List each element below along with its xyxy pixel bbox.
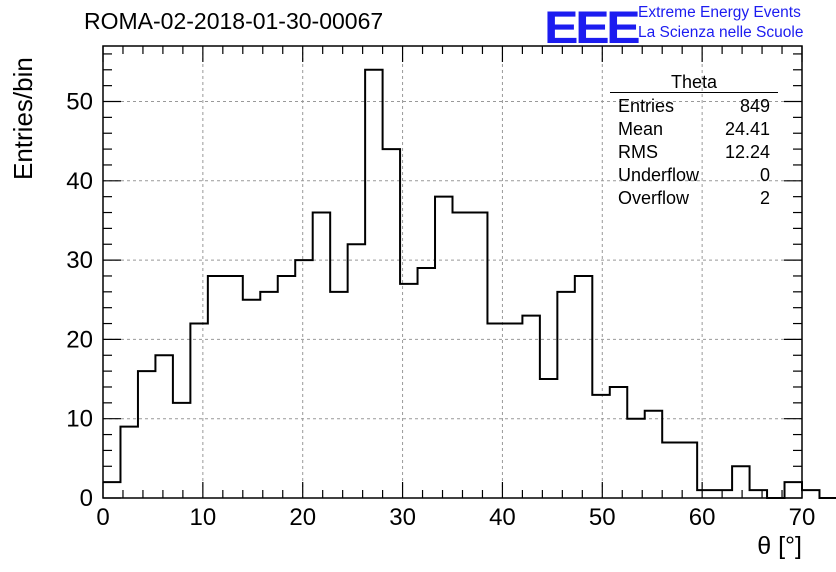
x-tick-label: 10 <box>190 504 217 531</box>
histogram-step-line <box>103 68 836 499</box>
grid-lines <box>103 46 802 498</box>
stats-row: RMS 12.24 <box>610 141 778 164</box>
y-tick-label: 50 <box>66 89 93 116</box>
stats-label: RMS <box>618 142 658 162</box>
stats-value: 849 <box>739 96 770 116</box>
eee-logo: EEE <box>544 2 641 53</box>
stats-label: Entries <box>618 96 675 116</box>
stats-label: Overflow <box>618 188 690 208</box>
stats-value: 24.41 <box>724 119 770 139</box>
y-tick-label: 10 <box>66 406 93 433</box>
x-tick-label: 0 <box>96 504 109 531</box>
stats-row: Mean 24.41 <box>610 118 778 141</box>
x-tick-label: 50 <box>589 504 616 531</box>
y-axis-label: Entries/bin <box>8 57 38 180</box>
logo-line-2: La Scienza nelle Scuole <box>638 24 804 41</box>
x-tick-label: 60 <box>689 504 716 531</box>
stats-value: 2 <box>759 188 770 208</box>
y-tick-label: 30 <box>66 247 93 274</box>
y-tick-label: 40 <box>66 168 93 195</box>
x-tick-label: 40 <box>489 504 516 531</box>
stats-row: Entries 849 <box>610 95 778 118</box>
stats-value: 12.24 <box>724 142 770 162</box>
logo-caption: Extreme Energy Events La Scienza nelle S… <box>638 3 803 43</box>
stats-label: Mean <box>618 119 664 139</box>
y-tick-label: 0 <box>80 485 93 512</box>
x-tick-label: 30 <box>389 504 416 531</box>
run-title: ROMA-02-2018-01-30-00067 <box>84 8 384 34</box>
plot-frame <box>102 45 803 499</box>
y-tick-label: 20 <box>66 326 93 353</box>
stats-label: Underflow <box>618 165 700 185</box>
x-axis-label: θ [°] <box>757 532 802 560</box>
x-tick-label: 70 <box>789 504 816 531</box>
x-tick-label: 20 <box>289 504 316 531</box>
stats-box: Theta Entries 849 Mean 24.41 RMS 12.24 Unde… <box>610 72 778 210</box>
stats-value: 0 <box>759 165 770 185</box>
stats-title: Theta <box>610 72 778 93</box>
logo-line-1: Extreme Energy Events <box>638 4 801 21</box>
stats-row: Underflow 0 <box>610 164 778 187</box>
stats-row: Overflow 2 <box>610 187 778 210</box>
